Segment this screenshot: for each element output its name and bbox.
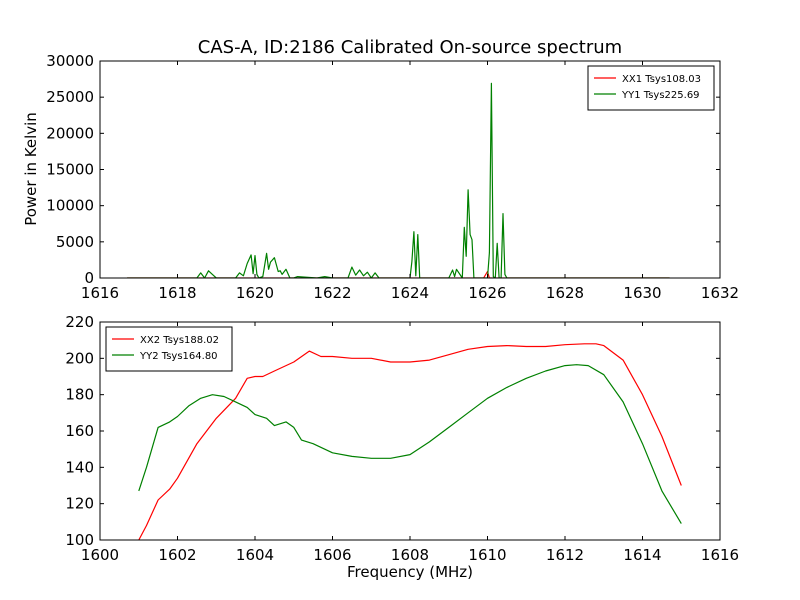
series-lines (127, 82, 670, 278)
x-tick-label: 1610 (468, 546, 506, 564)
y-tick-label: 160 (65, 422, 94, 440)
y-tick-label: 120 (65, 495, 94, 513)
legend-box (105, 326, 233, 372)
x-tick-label: 1614 (623, 546, 661, 564)
legend-label: YY2 Tsys164.80 (139, 351, 218, 362)
legend: XX2 Tsys188.02 YY2 Tsys164.80 (105, 326, 233, 372)
x-tick-label: 1618 (158, 284, 196, 302)
series-line-xx2 (138, 343, 682, 540)
y-tick-label: 200 (65, 349, 94, 367)
y-tick-label: 20000 (46, 124, 94, 142)
x-tick-label: 1626 (468, 284, 506, 302)
legend-label: XX2 Tsys188.02 (140, 335, 219, 346)
x-tick-label: 1608 (391, 546, 429, 564)
y-tick-label: 0 (84, 269, 94, 287)
y-tick-label: 100 (65, 531, 94, 549)
x-tick-label: 1622 (313, 284, 351, 302)
y-tick-label: 5000 (56, 233, 94, 251)
legend-box (587, 65, 715, 111)
x-tick-label: 1612 (546, 546, 584, 564)
x-tick-label: 1628 (546, 284, 584, 302)
x-tick-label: 1632 (701, 284, 739, 302)
x-tick-label: 1616 (701, 546, 739, 564)
legend-label: XX1 Tsys108.03 (622, 74, 701, 85)
bottom-spectrum-panel: 1600 1602 1604 1606 1608 1610 1612 1614 1616 100 1… (65, 313, 739, 564)
x-tick-label: 1604 (236, 546, 274, 564)
x-tick-label: 1624 (391, 284, 429, 302)
top-y-axis-label: Power in Kelvin (22, 112, 40, 226)
x-tick-label: 1602 (158, 546, 196, 564)
x-tick-label: 1616 (81, 284, 119, 302)
y-tick-label: 15000 (46, 161, 94, 179)
series-line-yy2 (138, 364, 682, 524)
x-tick-label: 1630 (623, 284, 661, 302)
chart-title: CAS-A, ID:2186 Calibrated On-source spec… (198, 37, 622, 58)
y-tick-label: 10000 (46, 197, 94, 215)
x-tick-label: 1600 (81, 546, 119, 564)
y-tick-label: 30000 (46, 52, 94, 70)
top-spectrum-panel: 1616 1618 1620 1622 1624 1626 1628 1630 1632 0 500… (46, 52, 739, 302)
x-tick-label: 1606 (313, 546, 351, 564)
y-tick-label: 220 (65, 313, 94, 331)
x-tick-label: 1620 (236, 284, 274, 302)
y-tick-label: 180 (65, 386, 94, 404)
legend: XX1 Tsys108.03 YY1 Tsys225.69 (587, 65, 715, 111)
series-line-yy1 (127, 82, 670, 278)
bottom-x-axis-label: Frequency (MHz) (347, 563, 473, 581)
y-tick-label: 140 (65, 458, 94, 476)
series-lines (138, 343, 682, 540)
y-tick-label: 25000 (46, 88, 94, 106)
legend-label: YY1 Tsys225.69 (621, 90, 700, 101)
